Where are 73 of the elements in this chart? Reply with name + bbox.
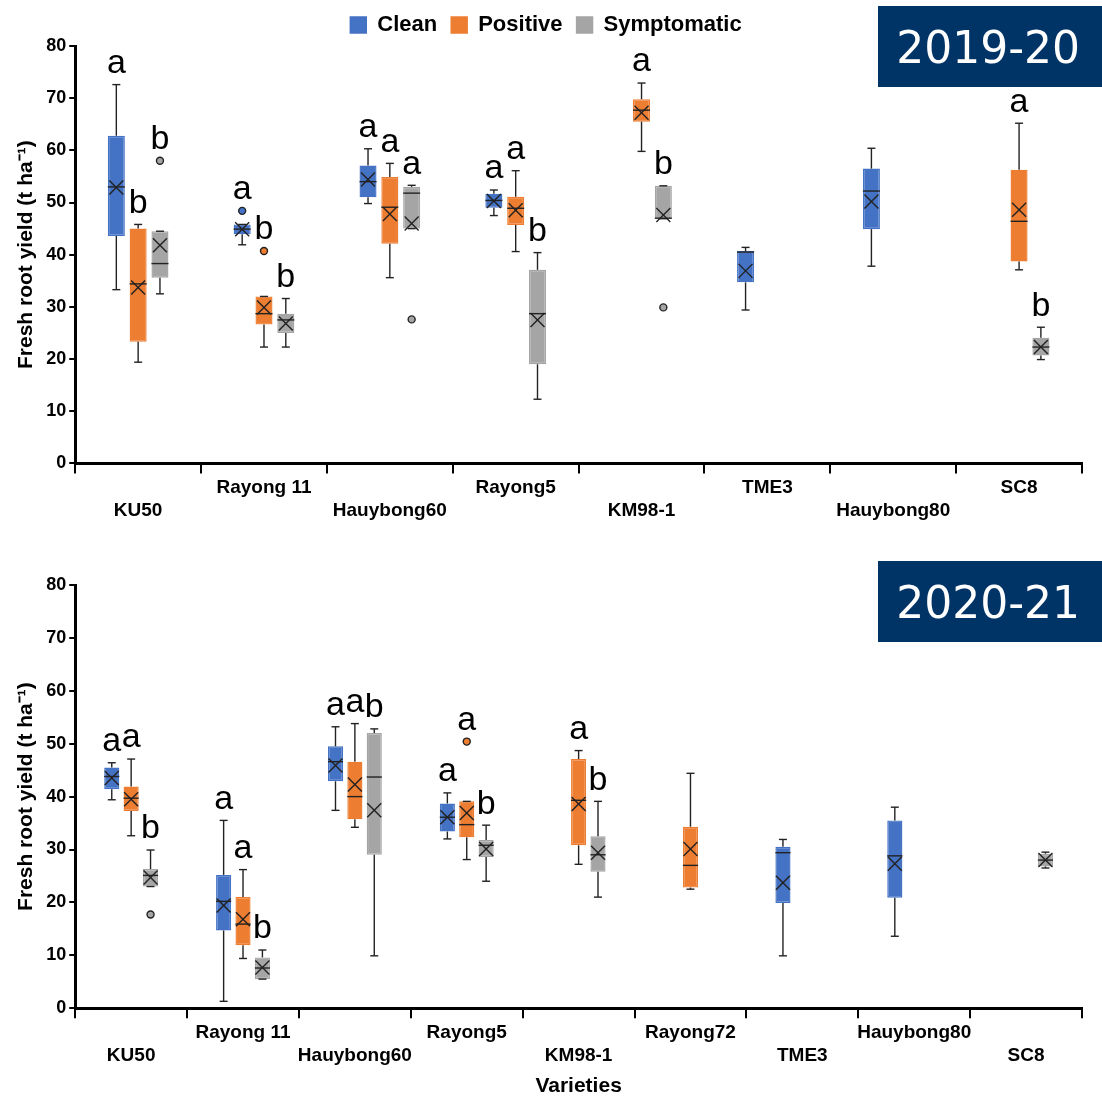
legend-label: Symptomatic	[603, 11, 742, 37]
y-tick-label: 40	[46, 243, 67, 264]
x-tick-label: Rayong 11	[195, 1020, 291, 1042]
y-tick-label: 40	[46, 785, 67, 806]
x-tick-label: KM98-1	[544, 1043, 613, 1065]
y-tick-label: 50	[46, 732, 67, 753]
x-tick-label: Hauybong60	[332, 498, 447, 520]
annotation: a	[214, 777, 234, 816]
x-tick-label: KU50	[113, 498, 163, 520]
y-tick-label: 80	[46, 573, 67, 594]
annotation: b	[1031, 284, 1051, 323]
y-tick-label: 60	[46, 139, 67, 160]
annotation: a	[484, 147, 504, 186]
y-tick-label: 20	[46, 891, 67, 912]
y-tick-label: 50	[46, 191, 67, 212]
annotation: a	[402, 142, 422, 181]
x-tick-label: SC8	[1007, 1043, 1045, 1065]
y-tick-label: 60	[46, 679, 67, 700]
annotation: b	[150, 118, 170, 157]
x-tick-label: Rayong 11	[216, 476, 312, 498]
annotation: b	[653, 143, 673, 182]
annotation: b	[128, 181, 148, 220]
annotation: a	[632, 40, 652, 79]
y-axis-title: Fresh root yield (t ha⁻¹)	[13, 682, 37, 911]
x-tick-label: Rayong72	[645, 1020, 736, 1042]
x-tick-label: Hauybong60	[297, 1043, 412, 1065]
annotation: b	[476, 782, 496, 821]
annotation: a	[121, 716, 141, 755]
annotation: a	[457, 698, 477, 737]
y-tick-label: 70	[46, 626, 67, 647]
x-tick-label: Rayong5	[426, 1020, 508, 1042]
y-tick-label: 0	[56, 452, 67, 473]
x-tick-label: KU50	[106, 1043, 156, 1065]
y-tick-label: 30	[46, 295, 67, 316]
annotation: a	[345, 680, 365, 719]
annotation: a	[380, 120, 400, 159]
y-tick-label: 70	[46, 87, 67, 108]
x-tick-label: Rayong5	[475, 476, 557, 498]
y-axis-title: Fresh root yield (t ha⁻¹)	[13, 140, 37, 370]
annotation: a	[437, 750, 457, 789]
annotation: a	[1009, 80, 1029, 119]
annotation: b	[252, 907, 272, 946]
annotation: a	[102, 720, 122, 759]
x-tick-label: KM98-1	[607, 498, 676, 520]
y-tick-label: 30	[46, 838, 67, 859]
y-tick-label: 20	[46, 348, 67, 369]
x-tick-label: TME3	[777, 1043, 828, 1065]
annotation: b	[254, 208, 274, 247]
annotation: a	[506, 128, 526, 167]
annotation: a	[358, 106, 378, 145]
y-tick-label: 0	[56, 997, 67, 1018]
y-tick-label: 80	[46, 34, 67, 55]
legend-label: Clean	[377, 11, 438, 37]
x-tick-label: SC8	[1000, 476, 1038, 498]
annotation: a	[326, 684, 346, 723]
x-tick-label: Hauybong80	[836, 498, 951, 520]
annotation: a	[106, 41, 126, 80]
annotation: b	[276, 255, 296, 294]
chart-title: 2019-20	[896, 22, 1080, 73]
legend-label: Positive	[478, 11, 563, 37]
chart-title: 2020-21	[878, 561, 1102, 642]
annotation: b	[141, 807, 160, 846]
x-tick-label: TME3	[742, 476, 793, 498]
annotation: a	[233, 826, 253, 865]
y-tick-label: 10	[46, 944, 67, 965]
annotation: a	[232, 168, 252, 207]
y-tick-label: 10	[46, 400, 67, 421]
annotation: b	[588, 758, 608, 797]
x-axis-title: Varieties	[535, 1073, 622, 1097]
x-tick-label: Hauybong80	[857, 1020, 972, 1042]
annotation: b	[364, 686, 384, 725]
annotation: b	[528, 209, 547, 248]
annotation: a	[569, 707, 589, 746]
